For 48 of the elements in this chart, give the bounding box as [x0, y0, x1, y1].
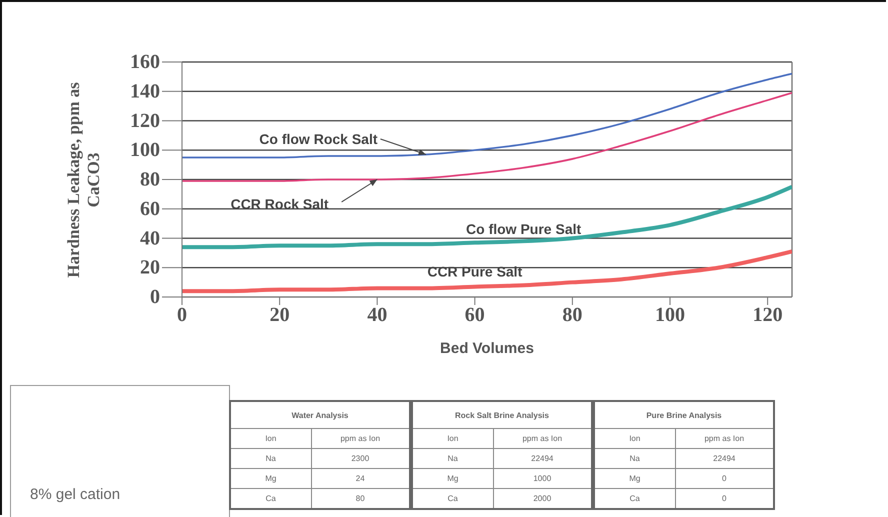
- text: ppm as Ion: [675, 428, 774, 448]
- text: 2000: [493, 488, 592, 509]
- text: Rock Salt Brine Analysis: [412, 401, 592, 428]
- text: ppm as Ion: [311, 428, 410, 448]
- text: Ca: [230, 488, 311, 509]
- x-axis-title: Bed Volumes: [440, 340, 534, 357]
- text: Water Analysis: [230, 401, 410, 428]
- text: Pure Brine Analysis: [594, 401, 774, 428]
- text: Mg: [594, 468, 675, 488]
- series-label: Co flow Pure Salt: [466, 221, 582, 238]
- text: Na: [412, 448, 493, 468]
- x-tick-label: 0: [177, 304, 187, 326]
- y-tick-label: 0: [150, 286, 160, 308]
- text: 22494: [675, 448, 774, 468]
- text: Ion: [594, 428, 675, 448]
- text: 22494: [493, 448, 592, 468]
- series-label: Co flow Rock Salt: [259, 131, 378, 147]
- y-tick-label: 80: [140, 168, 160, 190]
- x-tick-label: 120: [752, 304, 783, 326]
- text: Ion: [230, 428, 311, 448]
- y-tick-label: 40: [140, 227, 160, 250]
- text: Na: [230, 448, 311, 468]
- text: 8% gel cation: [30, 486, 120, 503]
- text: 0: [675, 468, 774, 488]
- x-tick-label: 40: [367, 304, 388, 326]
- text: 1000: [493, 468, 592, 488]
- y-tick-label: 60: [140, 198, 160, 220]
- y-tick-label: 20: [140, 256, 160, 279]
- text: Ca: [594, 488, 675, 509]
- y-axis-title: Hardness Leakage, ppm as CaCO3: [64, 81, 104, 280]
- y-tick-label: 160: [130, 51, 160, 73]
- x-tick-label: 60: [464, 304, 485, 326]
- text: 80: [311, 488, 410, 509]
- text: Ca: [412, 488, 493, 509]
- text: Mg: [230, 468, 311, 488]
- text: 0: [675, 488, 774, 509]
- x-tick-label: 20: [270, 304, 290, 326]
- text: Na: [594, 448, 675, 468]
- text: Mg: [412, 468, 493, 488]
- text: 24: [311, 468, 410, 488]
- x-tick-label: 80: [562, 304, 582, 326]
- x-tick-label: 100: [655, 304, 685, 326]
- text: Ion: [412, 428, 493, 448]
- y-tick-label: 100: [130, 139, 160, 162]
- text: ppm as Ion: [493, 428, 592, 448]
- y-tick-label: 120: [130, 110, 160, 132]
- text: 2300: [311, 448, 410, 468]
- y-tick-label: 140: [130, 80, 160, 102]
